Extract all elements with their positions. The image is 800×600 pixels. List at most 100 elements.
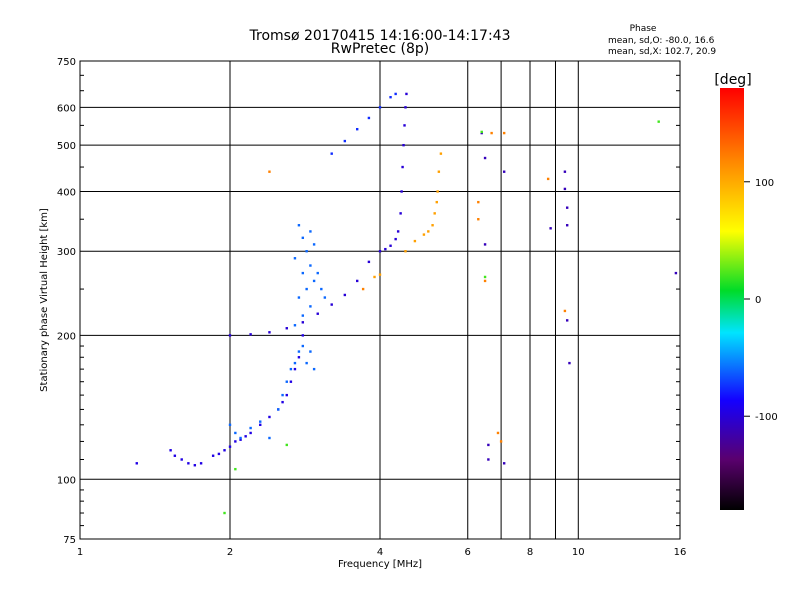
data-point <box>400 190 403 193</box>
x-tick-label: 1 <box>77 547 83 558</box>
data-point <box>228 334 232 337</box>
data-point <box>249 333 252 336</box>
data-point <box>490 131 493 135</box>
data-point <box>565 319 569 322</box>
y-tick-label: 500 <box>57 141 76 152</box>
data-point <box>439 152 443 155</box>
data-point <box>297 356 301 359</box>
y-tick-label: 75 <box>63 535 76 546</box>
data-point <box>361 287 365 291</box>
data-point <box>343 293 347 297</box>
data-point <box>405 92 408 96</box>
data-point <box>565 206 569 209</box>
data-point <box>389 244 392 247</box>
colorbar-label: [deg] <box>714 72 751 88</box>
data-point <box>422 233 426 236</box>
data-point <box>268 436 271 440</box>
data-point <box>437 170 441 173</box>
y-tick-label: 600 <box>57 103 76 114</box>
data-point <box>403 124 406 127</box>
data-point <box>483 156 487 160</box>
data-point <box>378 273 382 276</box>
y-tick-label: 200 <box>57 331 76 342</box>
data-point <box>389 95 392 99</box>
data-point <box>657 120 660 123</box>
colorbar-tick-label: 100 <box>755 178 774 189</box>
data-point <box>239 438 242 441</box>
data-point <box>404 250 407 253</box>
data-point <box>378 106 382 109</box>
data-point <box>436 190 439 193</box>
data-point <box>316 271 319 275</box>
data-point <box>309 230 312 233</box>
data-point <box>228 423 232 427</box>
data-point <box>169 449 172 452</box>
data-point <box>563 187 567 191</box>
data-point <box>305 287 308 291</box>
data-point <box>367 116 371 120</box>
data-point <box>502 462 506 465</box>
data-point <box>228 445 232 448</box>
data-point <box>568 361 571 365</box>
data-point <box>330 152 333 155</box>
data-point <box>301 271 305 275</box>
data-point <box>293 367 297 371</box>
data-point <box>355 127 359 131</box>
data-point <box>563 309 567 313</box>
x-tick-label: 2 <box>227 547 233 558</box>
data-point <box>399 212 402 215</box>
data-point <box>297 224 301 227</box>
data-point <box>316 312 319 315</box>
data-point <box>309 305 312 308</box>
data-point <box>305 361 308 365</box>
data-point <box>330 303 333 306</box>
stats-line-o: mean, sd,O: -80.0, 16.6 <box>608 36 715 46</box>
data-point <box>312 243 316 246</box>
data-point <box>431 224 434 227</box>
data-point <box>281 400 284 404</box>
x-tick-label: 10 <box>572 547 585 558</box>
chart-title: Tromsø 20170415 14:16:00-14:17:43 <box>249 28 511 44</box>
data-point <box>234 440 237 443</box>
data-point <box>402 143 405 147</box>
chart-subtitle: RwPretec (8p) <box>331 41 429 57</box>
data-point <box>433 212 436 215</box>
data-point <box>320 287 323 291</box>
data-point <box>355 279 359 283</box>
data-point <box>277 408 280 411</box>
data-point <box>223 449 226 452</box>
x-axis-label: Frequency [MHz] <box>338 559 422 570</box>
data-point <box>435 200 438 204</box>
data-point <box>367 260 371 264</box>
data-point <box>301 236 305 240</box>
data-point <box>394 92 397 96</box>
data-point <box>281 393 284 397</box>
data-point <box>285 327 288 330</box>
data-point <box>496 431 500 435</box>
x-tick-label: 8 <box>527 547 533 558</box>
data-point <box>285 393 288 397</box>
data-point <box>244 435 247 438</box>
data-point <box>323 296 327 299</box>
data-point <box>480 130 483 134</box>
data-point <box>199 462 203 465</box>
data-point <box>289 367 293 371</box>
data-point <box>309 350 312 353</box>
data-point <box>293 257 297 260</box>
data-point <box>413 239 417 243</box>
data-point <box>401 165 404 169</box>
data-point <box>301 314 305 317</box>
data-point <box>173 454 177 457</box>
data-point <box>217 452 221 456</box>
data-point <box>293 361 297 365</box>
x-axis-ticks: 1 2 4 6 8 10 16 <box>77 547 687 558</box>
data-point <box>483 243 487 246</box>
data-point <box>289 380 293 383</box>
data-point <box>502 170 506 173</box>
data-point <box>285 380 288 383</box>
y-tick-label: 400 <box>57 187 76 198</box>
y-axis-ticks: 75 100 200 300 400 500 600 750 <box>57 57 680 546</box>
data-point <box>301 321 305 324</box>
plot-grid <box>80 61 680 539</box>
